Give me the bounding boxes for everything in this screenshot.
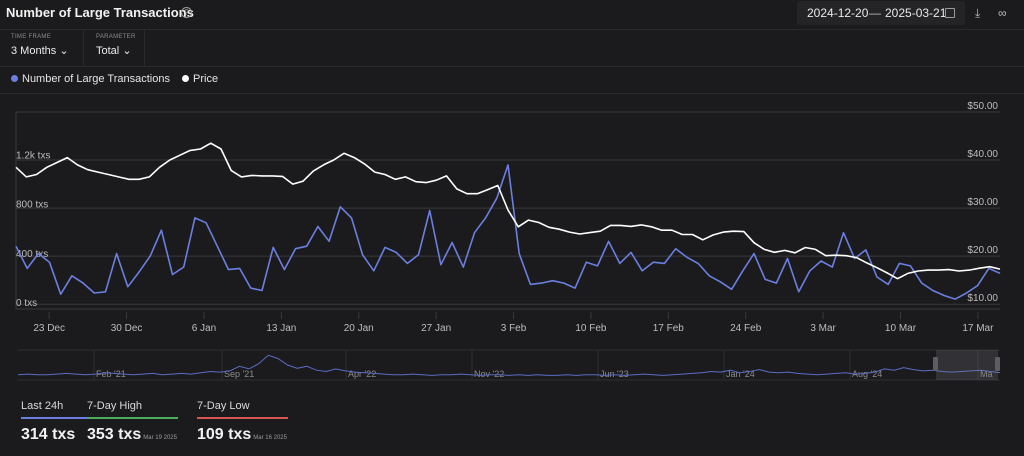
stat-label: 7-Day Low — [197, 400, 250, 412]
x-tick-label: 30 Dec — [111, 323, 143, 334]
divider — [144, 30, 145, 66]
navigator-label: Ma — [980, 369, 993, 379]
x-tick-label: 6 Jan — [192, 323, 216, 334]
header-bar: Number of Large Transactions ? 2024-12-2… — [0, 0, 1024, 28]
parameter-label: PARAMETER — [96, 34, 136, 40]
navigator-label: Feb '21 — [96, 369, 126, 379]
stat-label: 7-Day High — [87, 400, 143, 412]
range-end-date[interactable]: 2025-03-21 — [885, 6, 947, 20]
calendar-icon[interactable] — [945, 8, 955, 18]
stat-last-24h: Last 24h 314 txs — [21, 400, 112, 444]
stat-value: 109 txs — [197, 426, 252, 443]
stat-accent-bar — [21, 417, 112, 419]
stat-7day-low: 7-Day Low 109 txs Mar 16 2025 — [197, 400, 288, 444]
x-tick-label: 3 Feb — [501, 323, 527, 334]
right-tick-label: $10.00 — [967, 293, 998, 304]
chart-title: Number of Large Transactions — [6, 5, 194, 20]
x-tick-label: 20 Jan — [344, 323, 374, 334]
left-tick-label: 800 txs — [16, 200, 48, 211]
date-range-picker[interactable]: 2024-12-20 — 2025-03-21 — [797, 1, 965, 25]
legend-label: Price — [193, 73, 219, 85]
left-tick-label: 400 txs — [16, 249, 48, 260]
legend-item-transactions[interactable]: Number of Large Transactions — [11, 73, 170, 85]
timeframe-value[interactable]: 3 Months — [11, 45, 57, 57]
stat-value: 314 txs — [21, 426, 76, 443]
download-icon[interactable]: ⤓ — [975, 6, 981, 20]
chevron-down-icon: ⌄ — [59, 45, 69, 57]
x-tick-label: 13 Jan — [266, 323, 296, 334]
navigator-label: Aug '24 — [852, 369, 882, 379]
legend-dot — [182, 75, 190, 82]
right-tick-label: $20.00 — [967, 245, 998, 256]
link-icon[interactable]: ∞ — [998, 6, 1007, 20]
legend-label: Number of Large Transactions — [22, 73, 170, 85]
navigator-label: Jun '23 — [600, 369, 629, 379]
stat-date: Mar 16 2025 — [253, 435, 287, 441]
stat-accent-bar — [87, 417, 178, 419]
divider — [83, 30, 84, 66]
x-tick-label: 10 Mar — [885, 323, 917, 334]
x-tick-label: 24 Feb — [730, 323, 762, 334]
parameter-value[interactable]: Total — [96, 45, 120, 57]
x-tick-label: 23 Dec — [33, 323, 65, 334]
stat-accent-bar — [197, 417, 288, 419]
timeframe-select[interactable]: TIME FRAME 3 Months ⌄ — [11, 34, 69, 57]
main-chart[interactable]: $10.00 $20.00 $30.00 $40.00 $50.00 0 txs 400 t… — [0, 0, 1024, 400]
timeframe-label: TIME FRAME — [11, 34, 51, 40]
x-tick-label: 10 Feb — [575, 323, 607, 334]
stat-value: 353 txs — [87, 426, 142, 443]
x-tick-label: 17 Feb — [653, 323, 685, 334]
divider — [0, 29, 1024, 30]
divider — [0, 93, 1024, 94]
navigator-label: Jan '24 — [726, 369, 755, 379]
stat-7day-high: 7-Day High 353 txs Mar 19 2025 — [87, 400, 178, 444]
left-tick-label: 1.2k txs — [16, 150, 50, 161]
chart-legend: Number of Large Transactions Price — [11, 73, 227, 85]
series-line-price — [15, 142, 1001, 280]
x-tick-label: 3 Mar — [810, 323, 836, 334]
navigator-series-line — [17, 354, 1001, 376]
right-tick-label: $50.00 — [967, 101, 998, 112]
chevron-down-icon: ⌄ — [122, 45, 132, 57]
legend-item-price[interactable]: Price — [182, 73, 218, 85]
right-tick-label: $30.00 — [967, 197, 998, 208]
x-tick-label: 17 Mar — [962, 323, 994, 334]
navigator-label: Nov '22 — [474, 369, 504, 379]
range-separator: — — [869, 6, 881, 20]
legend-dot — [11, 75, 18, 82]
navigator-handle-left[interactable] — [933, 357, 938, 371]
navigator-label: Sep '21 — [224, 369, 254, 379]
navigator-selection-window[interactable] — [936, 350, 998, 380]
parameter-select[interactable]: PARAMETER Total ⌄ — [96, 34, 136, 57]
navigator-handle-right[interactable] — [995, 357, 1000, 371]
stat-label: Last 24h — [21, 400, 64, 412]
range-start-date[interactable]: 2024-12-20 — [807, 6, 869, 20]
divider — [0, 66, 1024, 67]
right-tick-label: $40.00 — [967, 149, 998, 160]
left-tick-label: 0 txs — [16, 298, 37, 309]
series-line-number-of-large-transactions — [15, 164, 1001, 300]
help-circle-icon[interactable]: ? — [181, 7, 192, 18]
x-tick-label: 27 Jan — [421, 323, 451, 334]
navigator-label: Apr '22 — [348, 369, 376, 379]
stat-date: Mar 19 2025 — [143, 435, 177, 441]
